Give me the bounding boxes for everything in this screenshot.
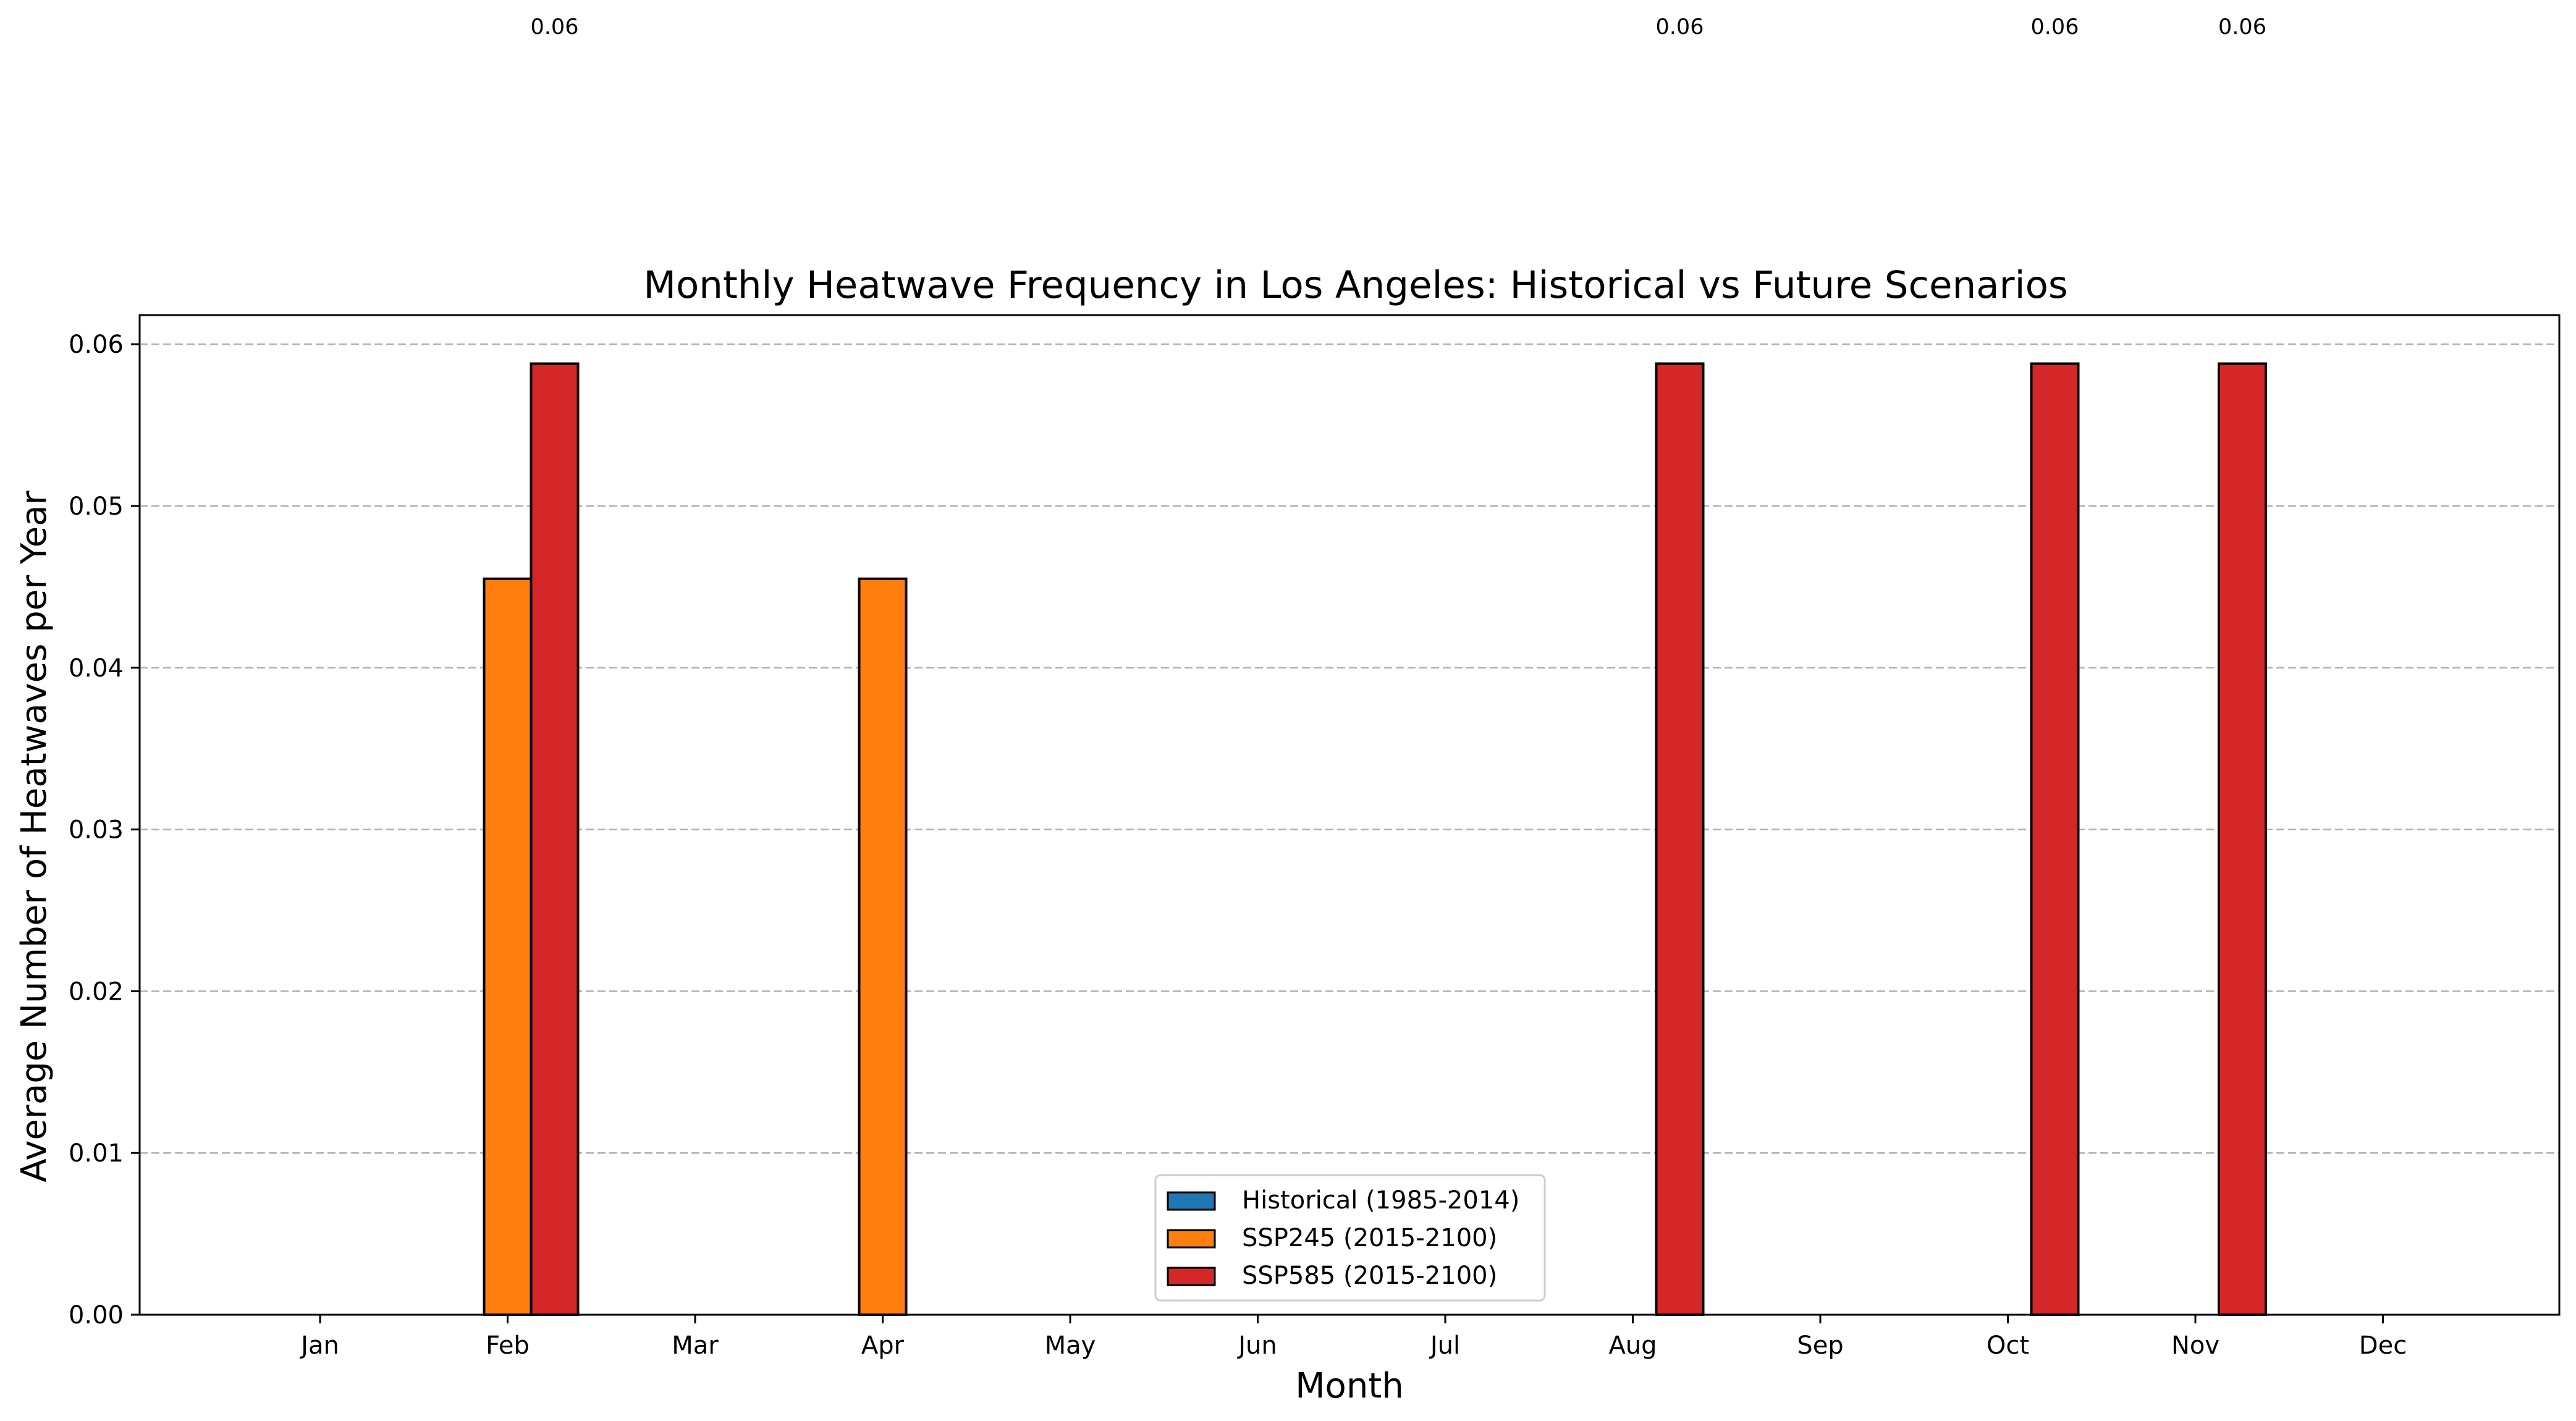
x-tick-label: Jun <box>1236 1331 1277 1360</box>
legend-box <box>1154 1174 1546 1302</box>
y-tick-label: 0.02 <box>69 977 124 1006</box>
data-label: 0.06 <box>1656 15 1704 40</box>
data-labels: 0.06 0.06 0.06 0.06 <box>531 15 2266 40</box>
y-axis-label: Average Number of Heatwaves per Year <box>14 490 54 1182</box>
y-tick-label: 0.04 <box>69 654 124 683</box>
data-label: 0.06 <box>2218 15 2266 40</box>
data-label: 0.06 <box>2031 15 2079 40</box>
chart-title: Monthly Heatwave Frequency in Los Angele… <box>643 263 2067 307</box>
y-tick-label: 0.01 <box>69 1139 124 1168</box>
y-tick-label: 0.06 <box>69 331 124 359</box>
x-tick-label: Feb <box>486 1331 530 1360</box>
bar-aug-series-3 <box>1655 362 1705 1316</box>
bar-oct-series-3 <box>2030 362 2080 1316</box>
legend-swatch <box>1167 1191 1216 1211</box>
legend: Historical (1985-2014) SSP245 (2015-2100)… <box>1154 1174 1546 1302</box>
plot-frame <box>138 314 2561 1316</box>
x-axis-ticks: Jan Feb Mar Apr May Jun Jul Aug Sep Oct Nov Dec <box>299 1315 2407 1360</box>
x-axis-label: Month <box>1295 1366 1404 1406</box>
x-tick-label: Dec <box>2359 1331 2407 1360</box>
legend-label: Historical (1985-2014) <box>1242 1186 1519 1215</box>
legend-swatch <box>1167 1267 1216 1286</box>
bar-feb-series-3 <box>530 362 580 1316</box>
x-tick-label: Jul <box>1429 1331 1460 1360</box>
bar-feb-series-2 <box>483 577 533 1316</box>
x-tick-label: Nov <box>2171 1331 2219 1360</box>
x-tick-label: Apr <box>861 1331 905 1360</box>
legend-label: SSP245 (2015-2100) <box>1242 1224 1497 1252</box>
x-tick-label: Jan <box>299 1331 339 1360</box>
x-tick-label: Oct <box>1987 1331 2029 1360</box>
data-label: 0.06 <box>531 15 579 40</box>
x-tick-label: May <box>1045 1331 1096 1360</box>
bar-apr-series-2 <box>858 577 908 1316</box>
x-tick-label: Aug <box>1608 1331 1657 1360</box>
bar-nov-series-3 <box>2218 362 2267 1316</box>
legend-label: SSP585 (2015-2100) <box>1242 1262 1497 1290</box>
y-axis-ticks: 0.00 0.01 0.02 0.03 0.04 0.05 0.06 <box>69 331 140 1330</box>
y-tick-label: 0.05 <box>69 492 124 521</box>
x-tick-label: Sep <box>1797 1331 1843 1360</box>
y-tick-label: 0.03 <box>69 816 124 845</box>
legend-swatch <box>1167 1229 1216 1249</box>
y-tick-label: 0.00 <box>69 1301 124 1330</box>
x-tick-label: Mar <box>672 1331 719 1360</box>
